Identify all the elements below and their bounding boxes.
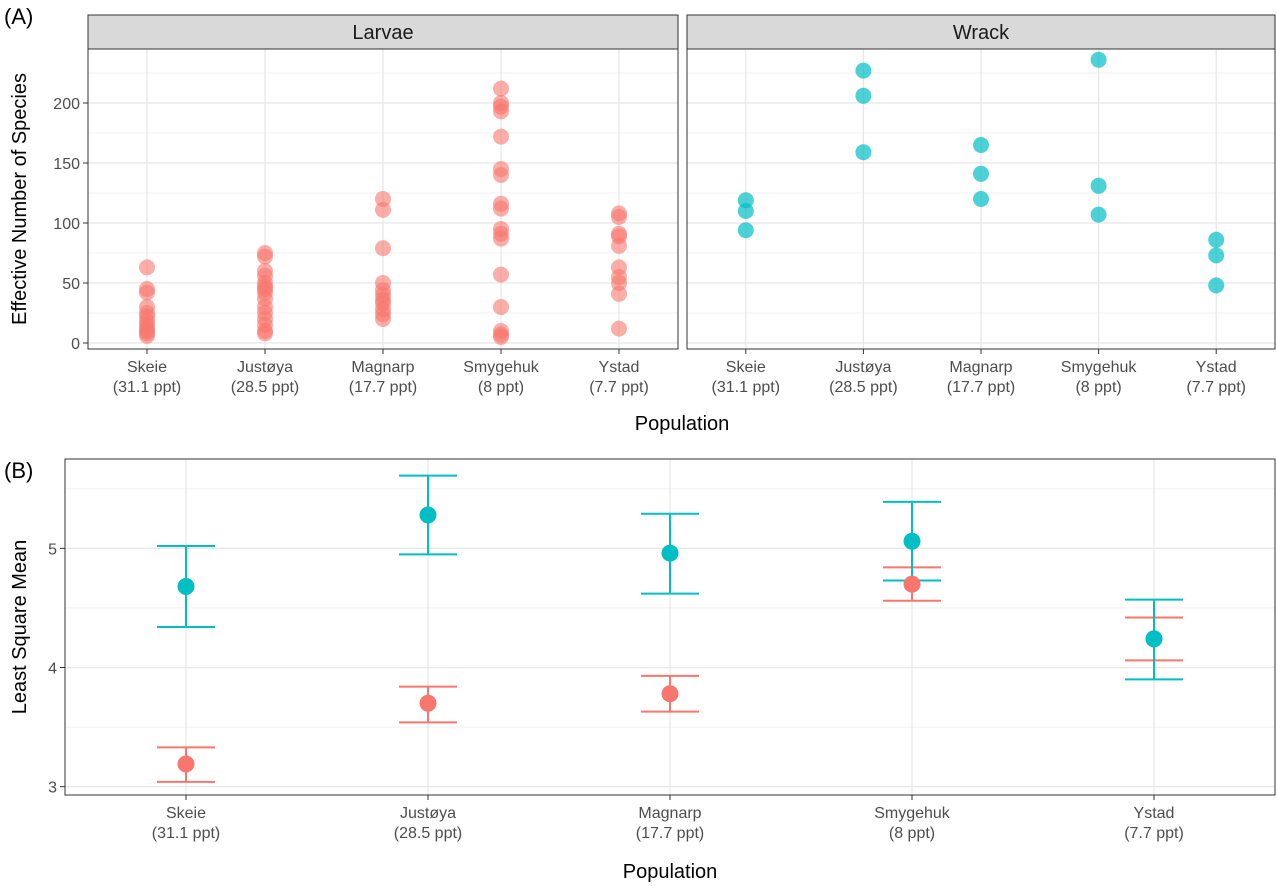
x-axis-title-a: Population <box>635 413 730 435</box>
mean-point <box>1145 630 1163 648</box>
mean-point <box>661 544 679 562</box>
facet-strip-larvae <box>87 14 679 50</box>
y-axis-title-a: Effective Number of Species <box>9 73 31 325</box>
mean-point <box>177 755 195 773</box>
panel-label-b: (B) <box>4 458 33 483</box>
data-point-larvae <box>257 325 273 342</box>
data-point-wrack <box>737 222 754 239</box>
data-point-larvae <box>493 200 509 217</box>
data-point-larvae <box>611 209 627 225</box>
x-tick-label: Skeie (31.1 ppt) <box>113 359 181 396</box>
data-point-larvae <box>493 80 509 97</box>
data-point-wrack <box>855 62 872 79</box>
x-tick-label: Skeie (31.1 ppt) <box>712 359 780 396</box>
data-point-wrack <box>1208 247 1225 264</box>
data-point-larvae <box>493 128 509 145</box>
y-tick-label: 0 <box>71 336 80 353</box>
data-point-larvae <box>375 201 391 218</box>
x-tick-label: Skeie (31.1 ppt) <box>152 805 220 842</box>
data-point-wrack <box>737 203 754 219</box>
data-point-wrack <box>1208 277 1225 294</box>
y-tick-label: 4 <box>48 661 57 678</box>
data-point-larvae <box>493 266 509 283</box>
facet-strip-label: Larvae <box>352 22 413 44</box>
data-point-larvae <box>493 299 509 315</box>
mean-point <box>903 575 921 593</box>
facet-strip-wrack <box>686 14 1276 50</box>
x-tick-label: Justøya (28.5 ppt) <box>394 805 462 842</box>
data-point-wrack <box>855 87 872 104</box>
facet-strip-label: Wrack <box>953 22 1010 44</box>
data-point-larvae <box>611 285 627 302</box>
mean-point <box>419 506 437 524</box>
data-point-wrack <box>973 165 989 182</box>
y-tick-label: 3 <box>48 780 57 797</box>
y-tick-label: 5 <box>48 541 57 558</box>
x-tick-label: Smygehuk (8 ppt) <box>874 805 951 842</box>
y-tick-label: 200 <box>53 96 80 113</box>
mean-point <box>661 685 679 703</box>
x-tick-label: Justøya (28.5 ppt) <box>829 359 897 396</box>
data-point-larvae <box>611 237 627 254</box>
data-point-larvae <box>611 320 627 337</box>
data-point-larvae <box>375 240 391 257</box>
panel-label-a: (A) <box>4 4 33 29</box>
data-point-larvae <box>139 327 155 344</box>
y-tick-label: 50 <box>62 276 80 293</box>
mean-point <box>177 577 195 595</box>
data-point-larvae <box>493 230 509 247</box>
x-tick-label: Justøya (28.5 ppt) <box>231 359 299 396</box>
data-point-wrack <box>973 137 989 153</box>
x-tick-label: Magnarp (17.7 ppt) <box>349 359 417 396</box>
data-point-larvae <box>493 329 509 345</box>
x-tick-label: Magnarp (17.7 ppt) <box>636 805 704 842</box>
data-point-wrack <box>1090 206 1107 223</box>
data-point-larvae <box>139 259 155 276</box>
x-tick-label: Ystad (7.7 ppt) <box>589 359 649 396</box>
y-axis-title-b: Least Square Mean <box>9 540 31 715</box>
mean-point <box>419 694 437 712</box>
data-point-wrack <box>1208 231 1225 248</box>
x-axis-title-b: Population <box>623 861 718 883</box>
data-point-wrack <box>1090 177 1107 194</box>
data-point-wrack <box>855 144 872 161</box>
x-tick-label: Magnarp (17.7 ppt) <box>947 359 1015 396</box>
mean-point <box>903 532 921 550</box>
x-tick-label: Ystad (7.7 ppt) <box>1124 805 1184 842</box>
x-tick-label: Smygehuk (8 ppt) <box>463 359 540 396</box>
data-point-larvae <box>375 311 391 327</box>
data-point-wrack <box>1090 51 1107 68</box>
data-point-larvae <box>139 284 155 301</box>
data-point-larvae <box>493 167 509 183</box>
x-tick-label: Ystad (7.7 ppt) <box>1186 359 1246 396</box>
y-tick-label: 100 <box>53 216 80 233</box>
y-tick-label: 150 <box>53 156 80 173</box>
data-point-wrack <box>973 191 989 207</box>
x-tick-label: Smygehuk (8 ppt) <box>1061 359 1138 396</box>
data-point-larvae <box>257 248 273 265</box>
data-point-larvae <box>493 103 509 120</box>
